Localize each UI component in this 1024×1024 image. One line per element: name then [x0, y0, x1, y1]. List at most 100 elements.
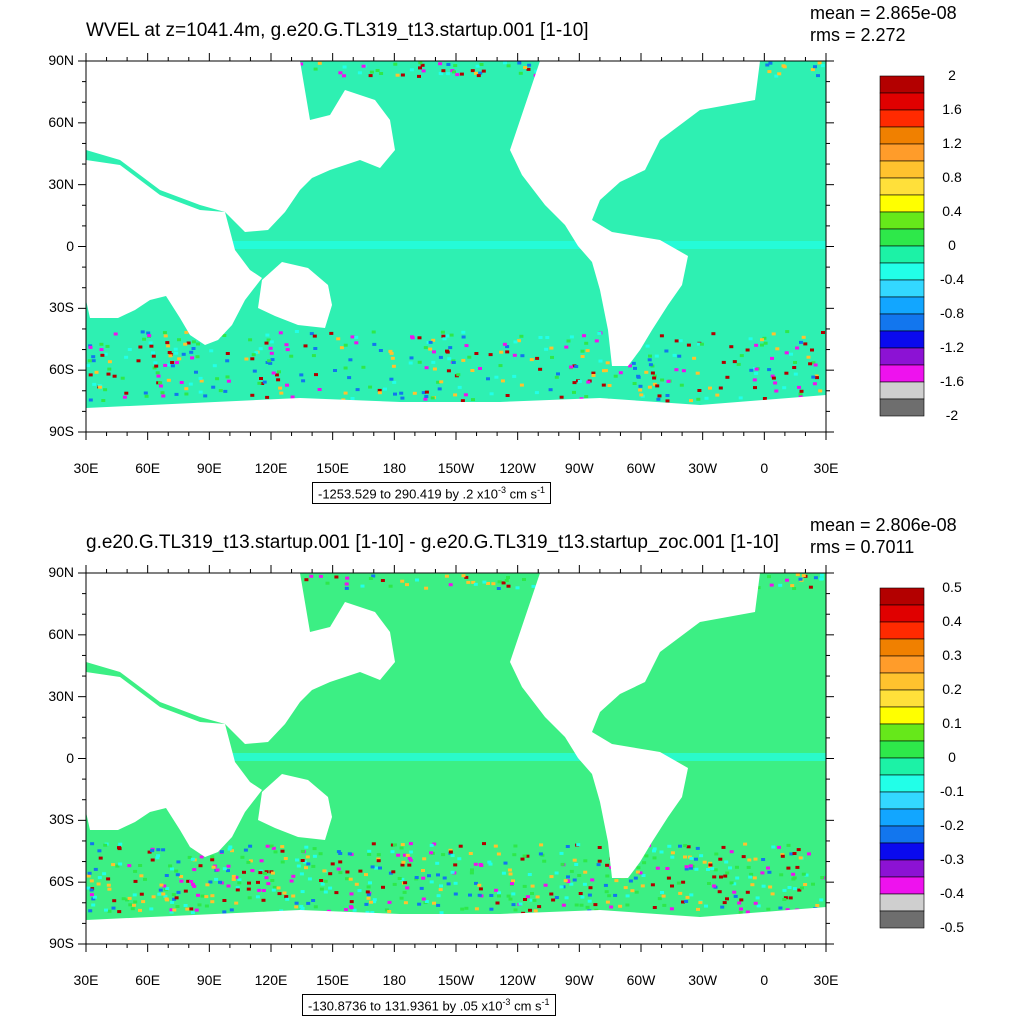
noise-cell	[436, 894, 441, 898]
noise-cell	[391, 870, 396, 874]
noise-cell	[739, 898, 744, 902]
noise-cell	[810, 68, 815, 72]
noise-cell	[753, 386, 757, 390]
noise-cell	[306, 901, 311, 905]
noise-cell	[638, 388, 643, 392]
noise-cell	[770, 374, 775, 378]
noise-cell	[523, 898, 527, 901]
noise-cell	[389, 351, 394, 355]
noise-cell	[578, 892, 583, 895]
noise-cell	[544, 347, 549, 351]
noise-cell	[711, 332, 716, 336]
map-area	[85, 572, 827, 945]
noise-cell	[574, 863, 579, 866]
noise-cell	[175, 873, 180, 877]
noise-cell	[128, 903, 133, 907]
noise-cell	[502, 342, 507, 346]
noise-cell	[371, 330, 376, 334]
noise-cell	[602, 369, 606, 373]
noise-cell	[277, 370, 281, 374]
noise-cell	[371, 574, 376, 578]
noise-cell	[780, 853, 785, 857]
noise-cell	[368, 74, 373, 78]
noise-cell	[186, 879, 191, 883]
noise-cell	[121, 897, 126, 901]
noise-cell	[732, 360, 737, 364]
colorbar-swatch	[879, 774, 925, 793]
noise-cell	[500, 379, 505, 383]
noise-cell	[423, 397, 428, 401]
lat-tick-label: 30N	[48, 175, 74, 192]
noise-cell	[515, 586, 520, 590]
noise-cell	[264, 876, 269, 880]
noise-cell	[718, 857, 723, 861]
noise-cell	[486, 377, 490, 381]
noise-cell	[752, 876, 757, 880]
noise-cell	[219, 850, 224, 854]
noise-cell	[474, 352, 479, 355]
noise-cell	[418, 66, 422, 70]
noise-cell	[228, 845, 233, 849]
noise-cell	[370, 865, 375, 869]
noise-cell	[791, 872, 796, 876]
noise-cell	[549, 875, 554, 879]
noise-cell	[390, 850, 395, 854]
colorbar-label: -0.4	[939, 271, 965, 287]
noise-cell	[168, 354, 173, 358]
noise-cell	[699, 854, 704, 858]
noise-cell	[360, 584, 365, 588]
noise-cell	[260, 382, 265, 385]
noise-cell	[210, 858, 215, 862]
land-eurasia	[86, 573, 395, 744]
colorbar-swatch	[879, 330, 925, 349]
noise-cell	[487, 860, 492, 864]
noise-cell	[371, 842, 376, 846]
lon-tick-label: 150W	[437, 972, 475, 988]
noise-cell	[580, 895, 585, 899]
noise-cell	[554, 871, 559, 875]
noise-cell	[376, 859, 381, 863]
noise-cell	[199, 855, 204, 859]
noise-cell	[756, 586, 761, 590]
noise-cell	[735, 876, 740, 880]
lon-tick-label: 60E	[135, 460, 161, 476]
noise-cell	[294, 901, 299, 905]
noise-cell	[689, 893, 694, 897]
noise-cell	[357, 889, 362, 893]
land-americas	[510, 573, 760, 878]
noise-cell	[474, 71, 478, 75]
noise-cell	[181, 352, 186, 356]
noise-cell	[400, 73, 405, 77]
noise-cell	[190, 857, 195, 861]
noise-cell	[153, 361, 158, 365]
lat-tick-label: 60N	[48, 113, 74, 130]
noise-cell	[530, 892, 534, 895]
noise-cell	[453, 892, 458, 896]
noise-cell	[756, 904, 761, 908]
noise-cell	[665, 399, 670, 403]
noise-cell	[768, 61, 773, 65]
noise-cell	[122, 395, 127, 399]
lat-tick-label: 90S	[49, 423, 74, 439]
noise-cell	[372, 342, 377, 346]
noise-cell	[783, 896, 788, 900]
noise-cell	[630, 889, 635, 893]
noise-cell	[478, 887, 483, 891]
noise-cell	[670, 855, 675, 859]
noise-cell	[235, 886, 240, 890]
noise-cell	[474, 907, 479, 911]
noise-cell	[397, 877, 402, 880]
noise-cell	[166, 378, 171, 382]
noise-cell	[657, 897, 662, 901]
noise-cell	[704, 904, 708, 908]
noise-cell	[741, 855, 746, 859]
colorbar-swatch	[879, 296, 925, 315]
noise-cell	[352, 908, 357, 912]
noise-cell	[162, 331, 167, 335]
noise-cell	[530, 884, 535, 888]
noise-cell	[455, 73, 460, 77]
noise-cell	[427, 874, 431, 878]
noise-cell	[338, 871, 343, 875]
noise-cell	[793, 372, 798, 376]
noise-cell	[146, 331, 151, 335]
